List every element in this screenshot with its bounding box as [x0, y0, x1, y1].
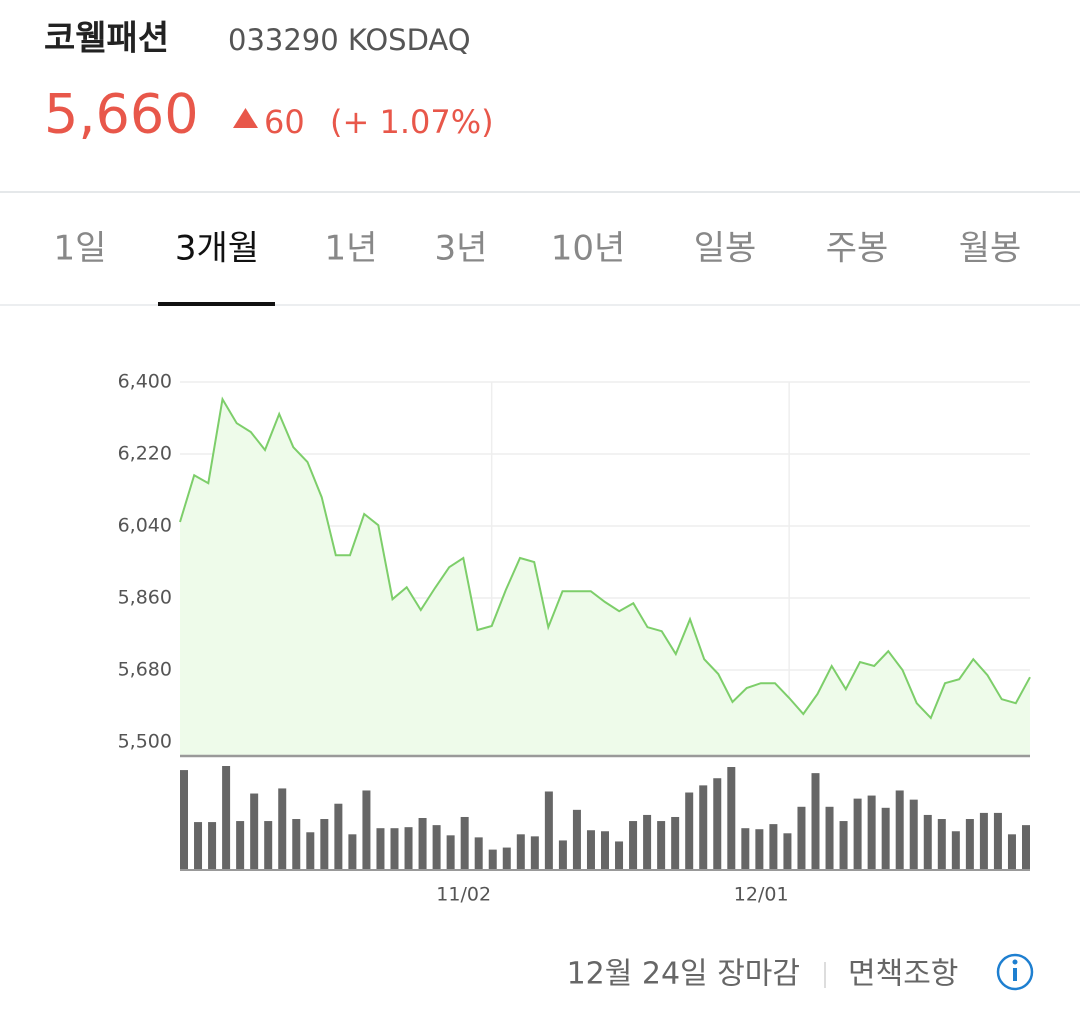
volume-bar [530, 836, 539, 870]
up-arrow [233, 108, 258, 128]
tab[interactable]: 1일 [54, 229, 107, 269]
volume-bar [488, 849, 497, 870]
tab-underline [158, 302, 275, 306]
volume-bar [797, 806, 806, 870]
volume-bar [755, 829, 764, 870]
volume-bar [418, 818, 427, 870]
volume-bar [194, 822, 203, 870]
volume-bar [979, 812, 988, 870]
volume-bar [671, 816, 680, 870]
volume-bar [825, 806, 834, 870]
volume-bar [1007, 834, 1016, 870]
volume-bar [376, 828, 385, 870]
volume-bar [895, 790, 904, 870]
y-tick-label: 6,040 [118, 515, 172, 537]
volume-bar [390, 828, 399, 870]
chart: 6,400 6,220 6,040 5,860 5,680 5,500 11/02 12/01 [118, 371, 1031, 906]
volume-bar [348, 834, 357, 870]
y-tick-label: 5,860 [118, 587, 172, 609]
stock-name: 코웰패션 [44, 19, 169, 59]
volume-bar [783, 833, 792, 870]
x-tick-label: 11/02 [436, 884, 491, 906]
volume-bar [853, 798, 862, 870]
volume-bar [741, 828, 750, 870]
volume-bar [727, 767, 736, 870]
y-tick-label: 6,400 [118, 371, 172, 393]
volume-bar [867, 795, 876, 870]
volume-bar [292, 819, 301, 870]
area [180, 399, 1030, 756]
volume-bar [1022, 825, 1030, 870]
tab[interactable]: 10년 [551, 229, 626, 269]
volume-bar [544, 791, 553, 870]
volume-bar [586, 830, 595, 870]
info-icon-dot [1012, 959, 1018, 965]
volume-bar [699, 785, 708, 870]
volume-bar [474, 837, 483, 870]
tab[interactable]: 3년 [435, 229, 488, 269]
volume-bar [180, 770, 188, 870]
volume-bar [404, 827, 413, 870]
volume-bar [881, 807, 890, 870]
price-line [179, 396, 1031, 720]
volume-bar [432, 825, 441, 870]
volume-bar [362, 790, 371, 870]
tab[interactable]: 일봉 [694, 229, 757, 269]
volume-bar [236, 821, 245, 870]
y-tick-label: 5,680 [118, 659, 172, 681]
market-status: 12월 24일 장마감 [567, 957, 800, 992]
volume-bar [923, 814, 932, 870]
x-tick-label: 12/01 [734, 884, 789, 906]
volume-bar [811, 773, 820, 870]
volume-bar [572, 809, 581, 870]
volume-bar [208, 822, 217, 870]
change-pct: (+ 1.07%) [330, 103, 494, 141]
volume-bar [713, 778, 722, 870]
volume-bar [502, 847, 511, 870]
volume-bar [460, 816, 469, 870]
volume-bar [615, 841, 624, 870]
volume-bar [909, 799, 918, 870]
tab[interactable]: 주봉 [826, 229, 889, 269]
volume-bar [839, 821, 848, 870]
volume-bar [657, 821, 666, 870]
volume-bar [446, 835, 455, 870]
volume-bar [306, 832, 315, 870]
volume-bar [264, 821, 273, 870]
volume-bar [601, 831, 609, 870]
info-icon-bar [1013, 968, 1017, 981]
volume-bar [222, 766, 231, 870]
volume-bar [629, 821, 638, 870]
disclaimer[interactable]: 면책조항 [848, 957, 958, 992]
y-tick-label: 5,500 [118, 731, 172, 753]
info-icon[interactable] [996, 953, 1034, 991]
tab[interactable]: 3개월 [175, 229, 259, 269]
volume-bar [558, 840, 567, 870]
volume-bar [643, 814, 652, 870]
volume-bar [769, 824, 778, 870]
volume-bar [685, 792, 694, 870]
tab-bar: 1일 3개월 1년 3년 10년 일봉 주봉 월봉 [54, 229, 1022, 306]
y-tick-label: 6,220 [118, 443, 172, 465]
volume-bar [516, 834, 525, 870]
volume-bar [334, 803, 343, 870]
volume-bar [965, 819, 974, 870]
tab[interactable]: 월봉 [959, 229, 1022, 269]
volume-bar [278, 788, 287, 870]
price: 5,660 [44, 83, 199, 146]
volume-bar [937, 819, 946, 870]
change: 60 [264, 103, 305, 141]
volume-bar [951, 831, 960, 870]
stock-code: 033290 KOSDAQ [228, 23, 471, 57]
tab[interactable]: 1년 [325, 229, 378, 269]
volume-bar [993, 812, 1002, 870]
volume-bar [320, 819, 329, 870]
volume-bar [250, 793, 259, 870]
